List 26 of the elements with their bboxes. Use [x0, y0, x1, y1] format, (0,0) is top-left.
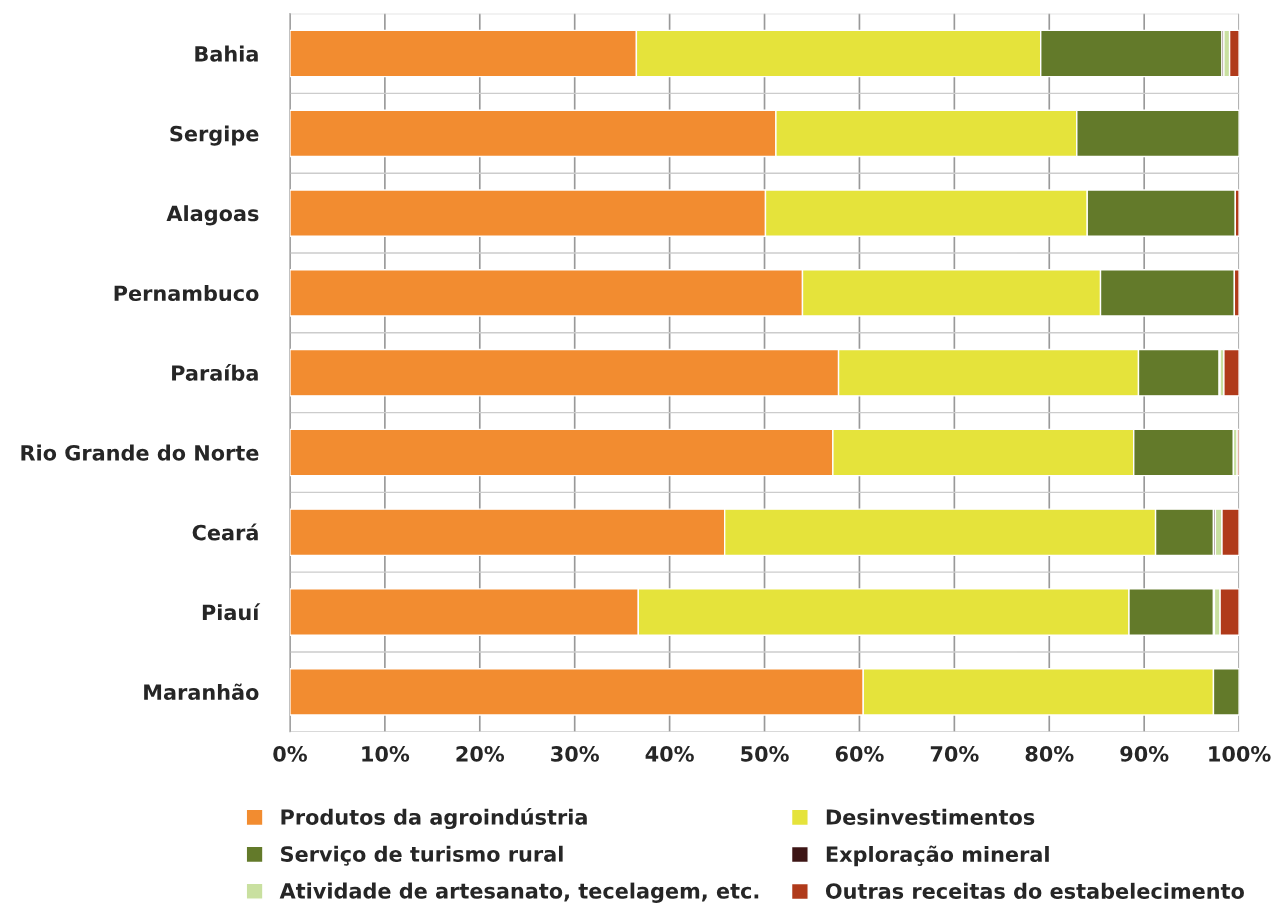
x-tick-label: 10% — [362, 746, 410, 762]
x-tick-label: 70% — [930, 746, 979, 762]
x-tick-label: 60% — [835, 746, 884, 762]
y-tick-label: Sergipe — [170, 125, 259, 146]
x-tick-label: 80% — [1025, 746, 1074, 762]
legend-label: Exploração mineral — [826, 845, 1049, 867]
y-tick-label: Piauí — [202, 603, 261, 621]
legend-label: Produtos da agroindústria — [281, 807, 587, 830]
y-tick-label: Bahia — [195, 45, 258, 62]
x-tick-label: 30% — [551, 746, 599, 762]
x-tick-label: 20% — [456, 746, 505, 762]
legend-label: Atividade de artesanato, tecelagem, etc. — [279, 882, 759, 903]
x-tick-label: 0% — [273, 746, 307, 762]
legend-label: Serviço de turismo rural — [281, 845, 563, 866]
x-tick-label: 50% — [741, 746, 789, 762]
x-tick-label: 100% — [1209, 746, 1271, 762]
legend-label: Desinvestimentos — [826, 808, 1035, 825]
x-tick-label: 40% — [645, 746, 694, 762]
y-tick-label: Pernambuco — [114, 284, 259, 302]
y-tick-label: Ceará — [192, 523, 258, 541]
x-tick-label: 90% — [1120, 746, 1169, 762]
y-tick-label: Alagoas — [166, 205, 259, 226]
y-tick-label: Maranhão — [144, 683, 259, 701]
legend-label: Outras receitas do estabelecimento — [825, 882, 1244, 899]
y-tick-label: Paraíba — [172, 363, 258, 381]
y-tick-label: Rio Grande do Norte — [21, 444, 259, 461]
